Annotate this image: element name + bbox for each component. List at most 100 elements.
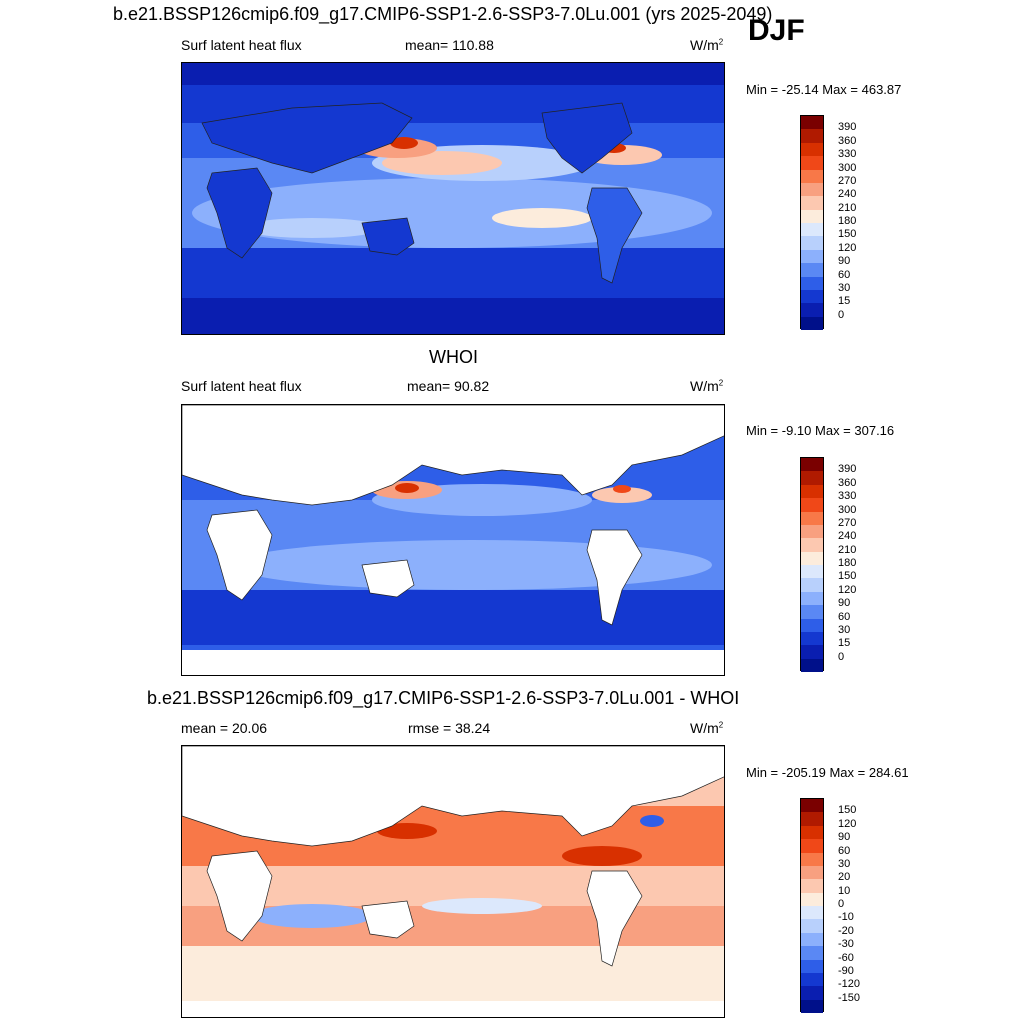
colorbar-tick-label: -30: [838, 938, 854, 951]
panel2-title: WHOI: [429, 347, 478, 367]
colorbar-segment: [801, 303, 823, 317]
colorbar-tick-label: 120: [838, 241, 857, 254]
colorbar-tick-label: -150: [838, 991, 861, 1004]
colorbar-segment: [801, 142, 823, 157]
colorbar-segment: [801, 458, 823, 472]
colorbar-tick-label: 330: [838, 490, 857, 503]
colorbar-tick-label: 90: [838, 597, 851, 610]
colorbar-tick-label: 150: [838, 228, 857, 241]
colorbar-tick-label: -60: [838, 951, 854, 964]
colorbar-segment: [801, 551, 823, 565]
colorbar-tick-label: 330: [838, 148, 857, 161]
colorbar-segment: [801, 498, 823, 512]
colorbar-tick-label: 390: [838, 121, 857, 134]
panel2-map-svg: [182, 405, 724, 675]
colorbar-segment: [801, 236, 823, 250]
colorbar-segment: [801, 276, 823, 290]
panel2-variable-label: Surf latent heat flux: [181, 378, 302, 394]
colorbar-segment: [801, 129, 823, 143]
colorbar-tick-label: 390: [838, 463, 857, 476]
panel1-minmax: Min = -25.14 Max = 463.87: [746, 82, 902, 97]
colorbar-segment: [801, 839, 823, 853]
colorbar-segment: [801, 946, 823, 960]
colorbar-tick-label: -10: [838, 911, 854, 924]
colorbar-tick-label: 120: [838, 583, 857, 596]
colorbar-segment: [801, 156, 823, 170]
colorbar-segment: [801, 289, 823, 304]
colorbar-segment: [801, 892, 823, 906]
colorbar-segment: [801, 605, 823, 619]
colorbar-tick-label: 270: [838, 516, 857, 529]
colorbar-segment: [801, 316, 823, 330]
colorbar-segment: [801, 852, 823, 866]
colorbar-segment: [801, 471, 823, 485]
colorbar-segment: [801, 591, 823, 606]
colorbar-segment: [801, 799, 823, 813]
panel1-map: [181, 62, 725, 335]
panel2-map: [181, 404, 725, 676]
panel3-rmse-label: rmse = 38.24: [408, 720, 491, 736]
colorbar-tick-label: 300: [838, 503, 857, 516]
panel1-map-svg: [182, 63, 724, 334]
colorbar-segment: [801, 932, 823, 947]
colorbar-segment: [801, 999, 823, 1013]
colorbar-segment: [801, 484, 823, 499]
colorbar-segment: [801, 919, 823, 933]
colorbar-tick-label: 240: [838, 530, 857, 543]
colorbar-segment: [801, 223, 823, 237]
colorbar-segment: [801, 618, 823, 632]
figure-title: b.e21.BSSP126cmip6.f09_g17.CMIP6-SSP1-2.…: [113, 4, 773, 24]
colorbar-tick-label: 120: [838, 817, 857, 830]
colorbar-tick-label: -90: [838, 964, 854, 977]
colorbar-segment: [801, 116, 823, 130]
colorbar-tick-label: 60: [838, 844, 851, 857]
colorbar-tick-label: 270: [838, 174, 857, 187]
panel2-mean-label: mean= 90.82: [407, 378, 490, 394]
colorbar-tick-label: -120: [838, 978, 861, 991]
panel3-map-svg: [182, 746, 724, 1017]
panel1-units: W/m2: [690, 37, 724, 53]
colorbar-segment: [801, 959, 823, 973]
colorbar-tick-label: 180: [838, 215, 857, 227]
panel2-units: W/m2: [690, 378, 724, 394]
colorbar-tick-label: -20: [838, 924, 854, 937]
panel3-minmax: Min = -205.19 Max = 284.61: [746, 765, 909, 780]
panel2-minmax: Min = -9.10 Max = 307.16: [746, 423, 895, 438]
colorbar-segment: [801, 196, 823, 210]
colorbar-segment: [801, 511, 823, 525]
colorbar-segment: [801, 263, 823, 277]
panel3-colorbar: [800, 798, 824, 1013]
colorbar-tick-label: 15: [838, 637, 851, 650]
colorbar-tick-label: 0: [838, 650, 845, 663]
panel3-map: [181, 745, 725, 1018]
panel1-colorbar: [800, 115, 824, 330]
colorbar-tick-label: 20: [838, 871, 851, 884]
colorbar-tick-label: 0: [838, 898, 845, 910]
colorbar-tick-label: 360: [838, 476, 857, 489]
colorbar-tick-label: 30: [838, 857, 851, 870]
season-label: DJF: [748, 14, 805, 47]
colorbar-segment: [801, 812, 823, 826]
panel2-colorbar: [800, 457, 824, 672]
colorbar-tick-label: 90: [838, 255, 851, 268]
panel3-units: W/m2: [690, 720, 724, 736]
colorbar-segment: [801, 565, 823, 579]
colorbar-segment: [801, 578, 823, 592]
colorbar-tick-label: 150: [838, 570, 857, 583]
panel3-mean-label: mean = 20.06: [181, 720, 268, 736]
colorbar-tick-label: 210: [838, 201, 857, 214]
colorbar-tick-label: 150: [838, 804, 857, 817]
colorbar-segment: [801, 631, 823, 646]
colorbar-tick-label: 60: [838, 268, 851, 281]
colorbar-segment: [801, 986, 823, 1000]
colorbar-segment: [801, 538, 823, 552]
colorbar-segment: [801, 906, 823, 920]
colorbar-tick-label: 15: [838, 295, 851, 308]
colorbar-segment: [801, 169, 823, 183]
colorbar-tick-label: 210: [838, 543, 857, 556]
colorbar-segment: [801, 825, 823, 840]
colorbar-tick-label: 240: [838, 188, 857, 201]
colorbar-segment: [801, 209, 823, 223]
colorbar-segment: [801, 865, 823, 880]
colorbar-tick-label: 360: [838, 134, 857, 147]
